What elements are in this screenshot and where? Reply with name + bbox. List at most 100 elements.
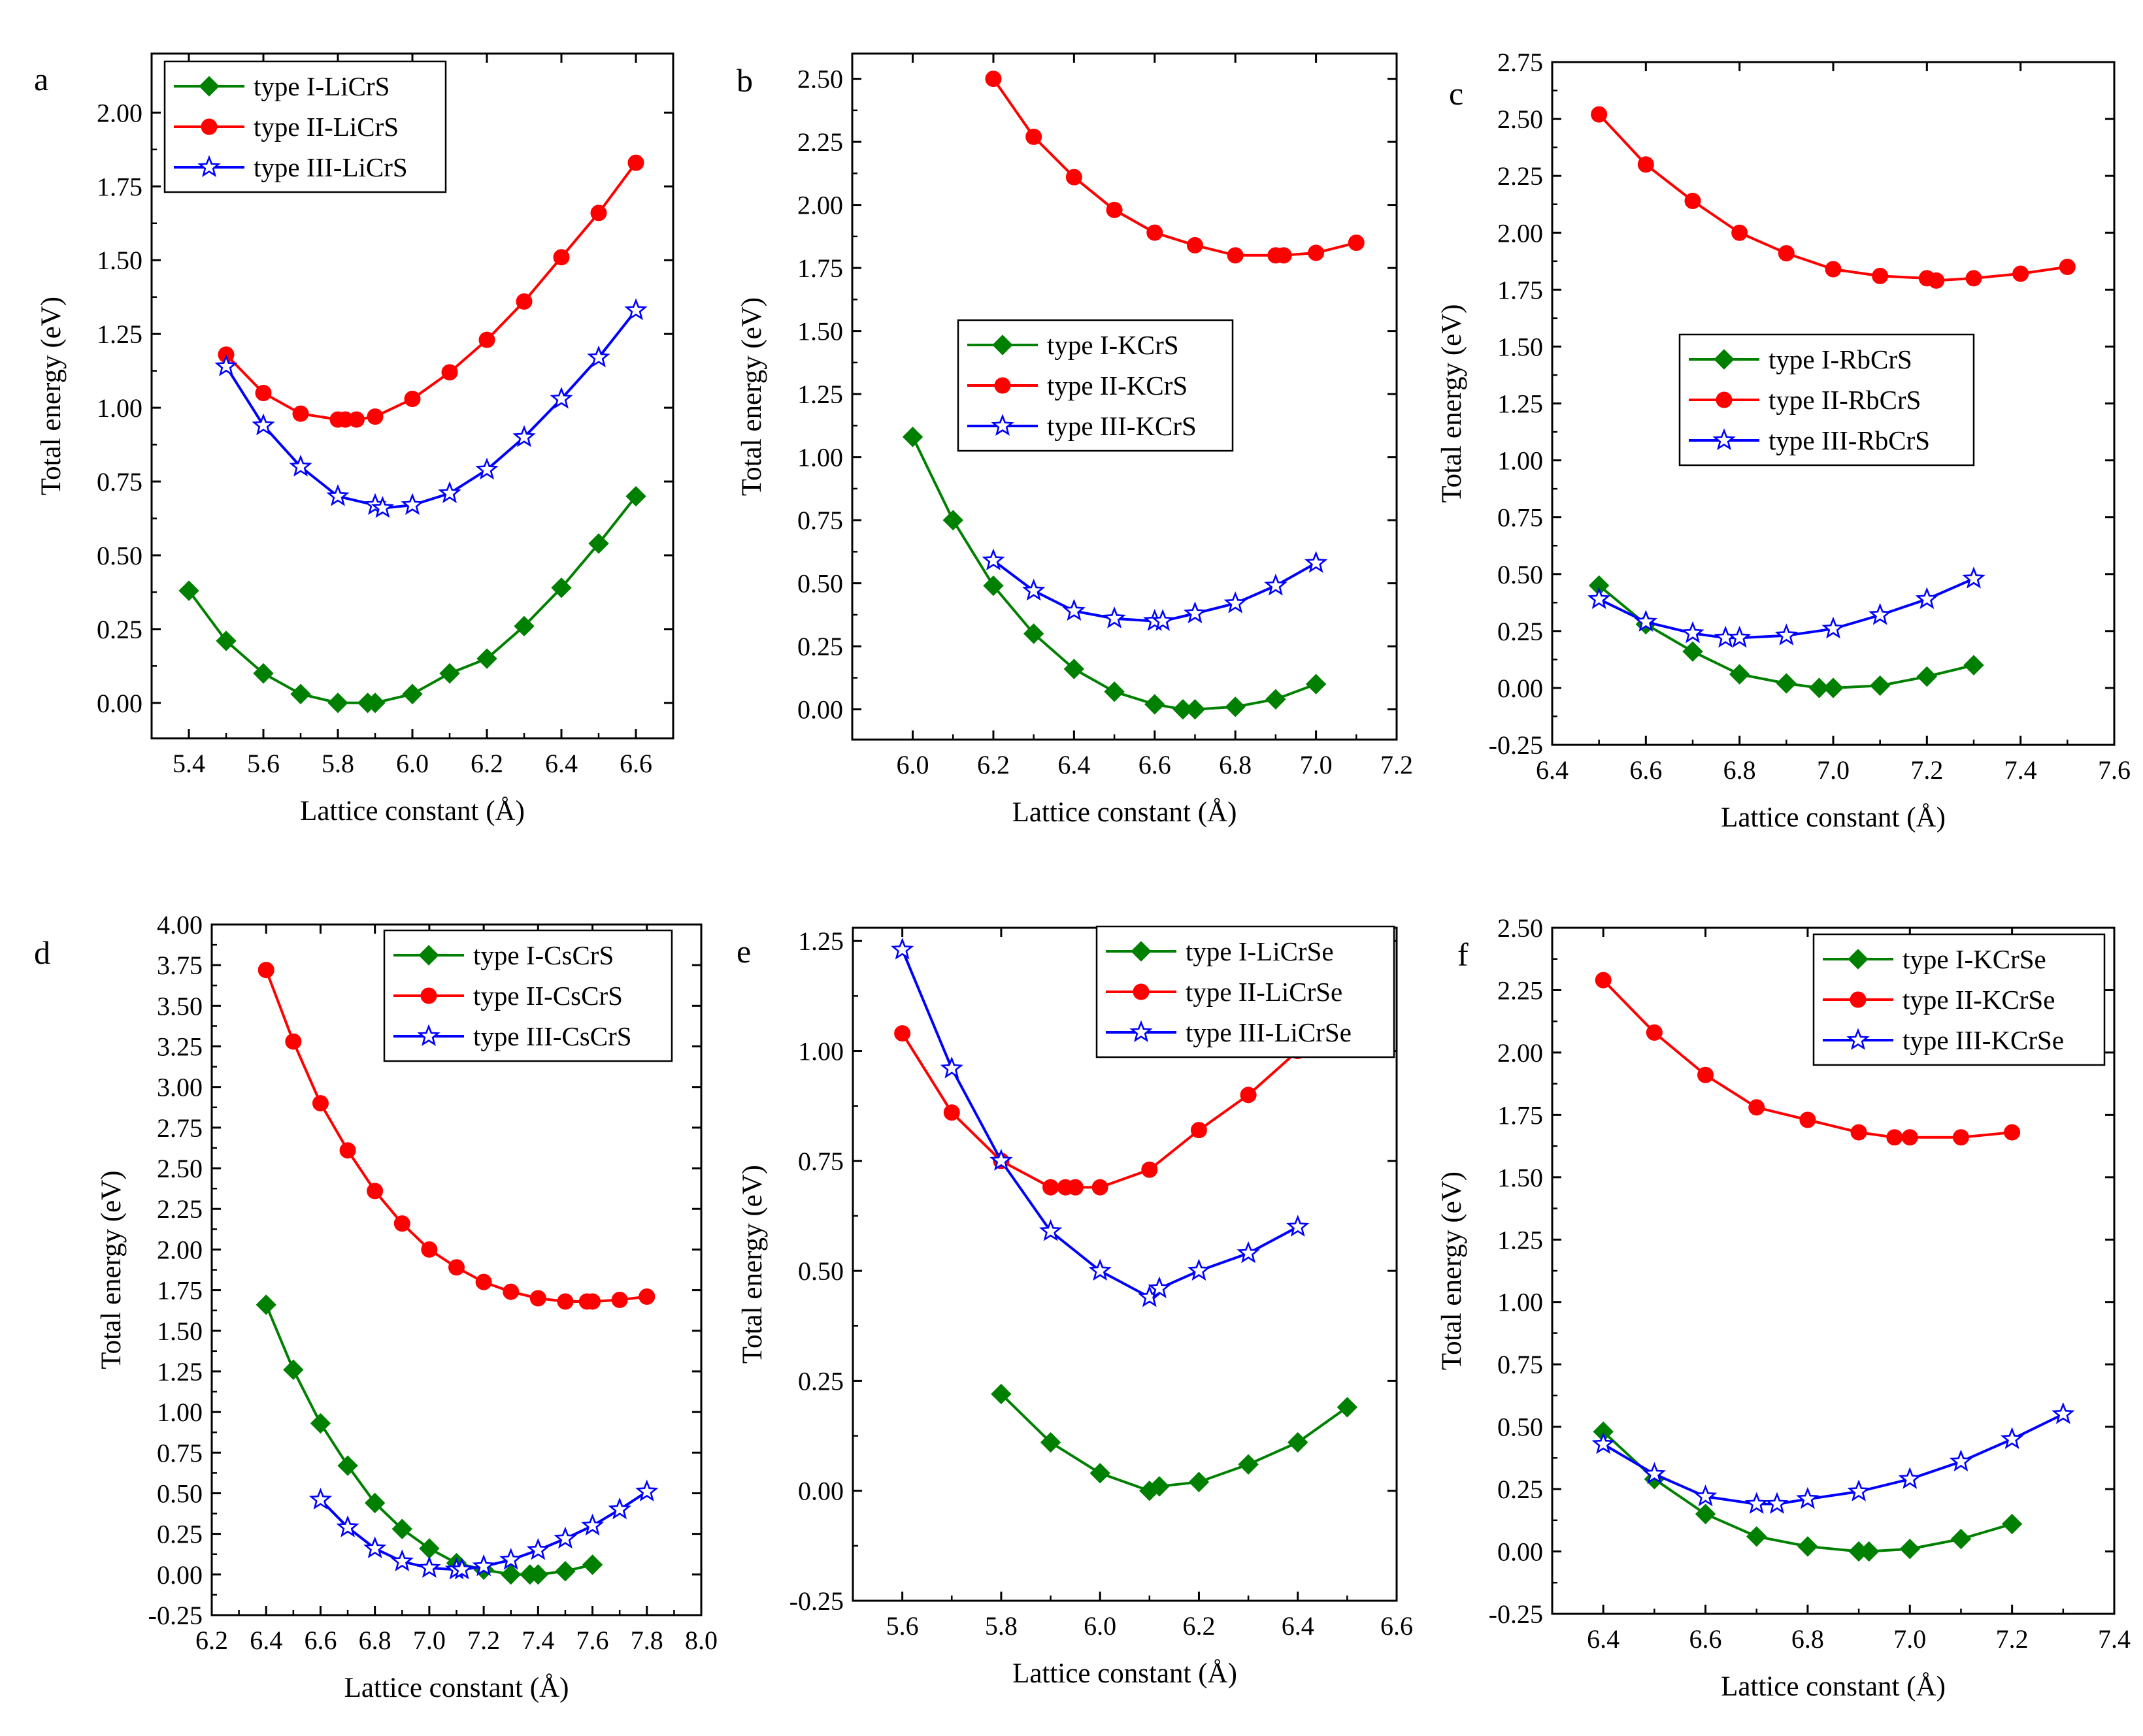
y-tick-label: 0.25 [1497, 617, 1543, 646]
y-tick-label: 2.00 [157, 1235, 203, 1264]
data-point-star [499, 1547, 523, 1570]
series-e-0 [991, 1383, 1358, 1501]
data-point-star [2000, 1427, 2024, 1449]
y-tick-label: 1.75 [97, 172, 142, 201]
panel-letter: b [737, 62, 753, 99]
data-point-circle [292, 405, 309, 422]
data-point-diamond [2001, 1513, 2023, 1535]
data-point-star [940, 1056, 963, 1079]
panel-letter: a [34, 61, 48, 97]
y-tick-label: 0.50 [1497, 560, 1543, 589]
legend-entry-label: type III-RbCrS [1769, 425, 1930, 455]
data-point-diamond [1808, 678, 1830, 698]
data-point-circle [1106, 201, 1123, 218]
data-point-diamond [1859, 1541, 1880, 1562]
data-point-diamond [1089, 1463, 1110, 1484]
legend-marker-star [1846, 1028, 1870, 1051]
legend-marker-circle [994, 377, 1011, 394]
x-tick-label: 7.0 [413, 1626, 446, 1655]
data-point-circle [1186, 237, 1203, 254]
data-point-star [982, 548, 1005, 570]
y-tick-label: 0.75 [798, 1147, 844, 1176]
data-point-diamond [327, 693, 348, 713]
data-point-diamond [1869, 675, 1891, 696]
data-point-diamond [1040, 1432, 1061, 1453]
x-tick-label: 6.4 [1536, 755, 1569, 785]
data-point-diamond [1729, 664, 1750, 685]
data-point-circle [257, 962, 274, 979]
y-tick-label: 0.50 [798, 1256, 844, 1286]
data-point-circle [1067, 1179, 1084, 1196]
y-tick-label: 0.25 [1497, 1475, 1543, 1504]
x-tick-label: 7.0 [1893, 1624, 1926, 1654]
data-point-circle [611, 1292, 628, 1309]
y-tick-label: 4.00 [157, 910, 203, 940]
data-point-circle [285, 1033, 302, 1050]
legend-marker-diamond [418, 945, 439, 966]
data-point-star [475, 457, 499, 480]
data-point-star [289, 454, 312, 477]
y-tick-label: 1.25 [798, 926, 844, 956]
y-tick-label: 0.75 [157, 1438, 203, 1467]
chart-panel-a: 5.4 5.6 5.8 6.0 6.2 6.4 6.6 0.00 0.25 0.50 0.75 1.0… [34, 52, 674, 827]
x-tick-label: 7.6 [2098, 755, 2131, 785]
data-point-circle [1042, 1179, 1059, 1196]
x-tick-label: 6.6 [620, 749, 652, 778]
data-point-circle [1778, 245, 1795, 262]
data-point-star [450, 1557, 474, 1580]
legend-marker-circle [1133, 983, 1150, 1000]
data-point-star [1223, 591, 1247, 614]
x-axis-title: Lattice constant (Å) [1721, 1671, 1946, 1702]
x-tick-label: 6.8 [1723, 755, 1756, 785]
legend-marker-diamond [199, 76, 220, 97]
data-point-circle [2059, 259, 2076, 275]
data-point-diamond [365, 693, 386, 713]
y-tick-label: 0.00 [1497, 674, 1543, 703]
series-d-0 [256, 1294, 603, 1585]
legend-entry-label: type I-LiCrS [254, 71, 390, 101]
x-tick-label: 5.4 [173, 749, 205, 778]
series-b-0 [902, 427, 1327, 720]
legend-entry-label: type II-LiCrSe [1186, 977, 1342, 1007]
x-tick-label: 6.2 [1182, 1611, 1215, 1641]
panel-letter: f [1457, 936, 1469, 973]
y-tick-label: 1.25 [97, 319, 142, 349]
data-point-star [1693, 1484, 1718, 1507]
y-tick-label: -0.25 [1489, 1599, 1543, 1629]
data-point-star [1187, 1258, 1211, 1281]
x-tick-label: 7.4 [522, 1626, 554, 1655]
data-point-star [1286, 1215, 1310, 1237]
data-point-diamond [588, 533, 609, 554]
legend-marker-circle [420, 987, 437, 1004]
data-point-circle [2012, 265, 2029, 282]
x-tick-label: 6.4 [250, 1626, 282, 1655]
series-line [1602, 1430, 2013, 1553]
y-tick-label: 3.25 [157, 1032, 203, 1062]
data-point-star [214, 354, 238, 376]
series-line [1598, 577, 1974, 640]
data-point-diamond [942, 510, 963, 531]
data-point-diamond [1682, 641, 1703, 662]
series-b-1 [985, 71, 1365, 264]
data-point-diamond [902, 427, 923, 448]
data-point-circle [1591, 106, 1608, 123]
legend-entry-label: type III-LiCrS [254, 152, 408, 182]
y-tick-label: 0.50 [797, 569, 843, 598]
series-line [225, 161, 637, 421]
data-point-diamond [1776, 673, 1797, 694]
series-a-1 [218, 154, 644, 428]
data-point-circle [1872, 267, 1889, 284]
data-point-diamond [1916, 666, 1938, 687]
data-point-circle [1799, 1111, 1816, 1128]
data-point-diamond [256, 1294, 276, 1315]
data-point-diamond [253, 663, 274, 684]
y-tick-label: 0.50 [1497, 1413, 1543, 1442]
data-point-star [1681, 621, 1704, 644]
y-tick-label: 0.75 [97, 467, 142, 497]
legend-entry-label: type I-RbCrS [1769, 344, 1912, 374]
data-point-circle [590, 205, 607, 221]
data-point-star [252, 413, 275, 436]
x-tick-label: 6.8 [359, 1626, 391, 1655]
y-tick-label: 1.00 [1497, 446, 1543, 476]
x-tick-label: 7.0 [1300, 750, 1333, 779]
